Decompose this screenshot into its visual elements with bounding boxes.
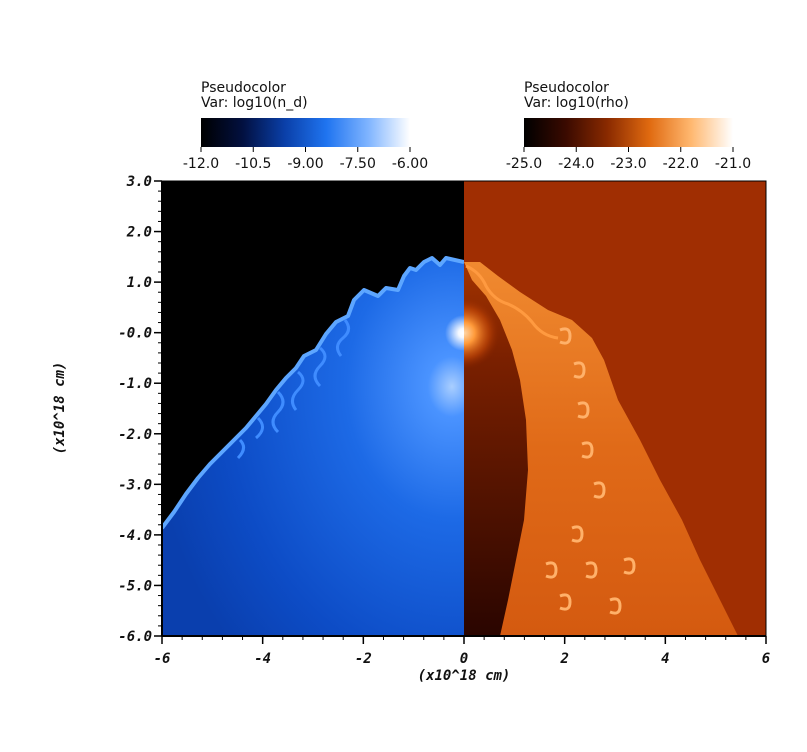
y-tick-label: -3.0 xyxy=(118,477,152,493)
y-tick-label: -6.0 xyxy=(118,629,152,645)
x-axis-ticks: -6 -4 -2 0 2 4 6 xyxy=(154,636,770,667)
panel-nd xyxy=(162,181,464,636)
rho-top-plume xyxy=(465,264,559,340)
legend-1-tick-label: -22.0 xyxy=(663,156,699,172)
legend-0-tick-label: -6.00 xyxy=(392,156,428,172)
x-tick-label: -4 xyxy=(254,651,271,667)
rho-source-glow xyxy=(464,297,500,369)
y-tick-label: 1.0 xyxy=(127,275,152,291)
legend-0-var: Var: log10(n_d) xyxy=(201,95,308,111)
legend-1-tick-label: -25.0 xyxy=(506,156,542,172)
nd-cavity xyxy=(162,258,464,636)
legend-1-tick-label: -21.0 xyxy=(715,156,751,172)
x-tick-label: 6 xyxy=(762,651,770,667)
legend-1-tick-label: -24.0 xyxy=(558,156,594,172)
panel-rho xyxy=(464,181,766,636)
rho-kh-rolls xyxy=(545,327,636,615)
nd-star xyxy=(445,315,464,351)
x-axis-label: (x10^18 cm) xyxy=(418,668,511,684)
legend-1: Pseudocolor Var: log10(rho) -25.0 -24.0 -2… xyxy=(506,80,751,172)
y-tick-label: -1.0 xyxy=(118,376,152,392)
y-axis-label: (x10^18 cm) xyxy=(52,362,68,455)
legend-0-title: Pseudocolor xyxy=(201,80,286,96)
y-tick-label: -4.0 xyxy=(118,528,152,544)
legend-0-tick-label: -7.50 xyxy=(340,156,376,172)
legend-1-ticks: -25.0 -24.0 -23.0 -22.0 -21.0 xyxy=(506,147,751,172)
x-tick-label: 2 xyxy=(559,651,568,667)
legend-0-tick-label: -10.5 xyxy=(235,156,271,172)
y-axis-ticks: 3.0 2.0 1.0 -0.0 -1.0 -2.0 -3.0 -4.0 -5.0 -6.0 xyxy=(118,174,162,645)
legend-0: Pseudocolor Var: log10(n_d) -12.0 -10.5 -9… xyxy=(183,80,428,172)
x-tick-label: -6 xyxy=(154,651,171,667)
legend-0-colorbar xyxy=(201,118,410,147)
legend-0-tick-label: -9.00 xyxy=(287,156,323,172)
nd-ripples xyxy=(236,319,350,460)
y-tick-label: -0.0 xyxy=(118,326,152,342)
legend-1-title: Pseudocolor xyxy=(524,80,609,96)
legend-0-ticks: -12.0 -10.5 -9.00 -7.50 -6.00 xyxy=(183,147,428,172)
y-tick-label: -5.0 xyxy=(118,578,152,594)
legend-1-colorbar xyxy=(524,118,733,147)
y-tick-label: -2.0 xyxy=(118,427,152,443)
x-tick-label: 0 xyxy=(460,651,468,667)
x-tick-label: 4 xyxy=(661,651,669,667)
legend-1-var: Var: log10(rho) xyxy=(524,95,629,111)
nd-shock-front xyxy=(162,256,464,530)
y-tick-label: 2.0 xyxy=(126,225,152,241)
x-tick-label: -2 xyxy=(355,651,372,667)
y-tick-label: 3.0 xyxy=(126,174,152,190)
legend-1-tick-label: -23.0 xyxy=(610,156,646,172)
rho-shell xyxy=(464,262,738,636)
legend-0-tick-label: -12.0 xyxy=(183,156,219,172)
